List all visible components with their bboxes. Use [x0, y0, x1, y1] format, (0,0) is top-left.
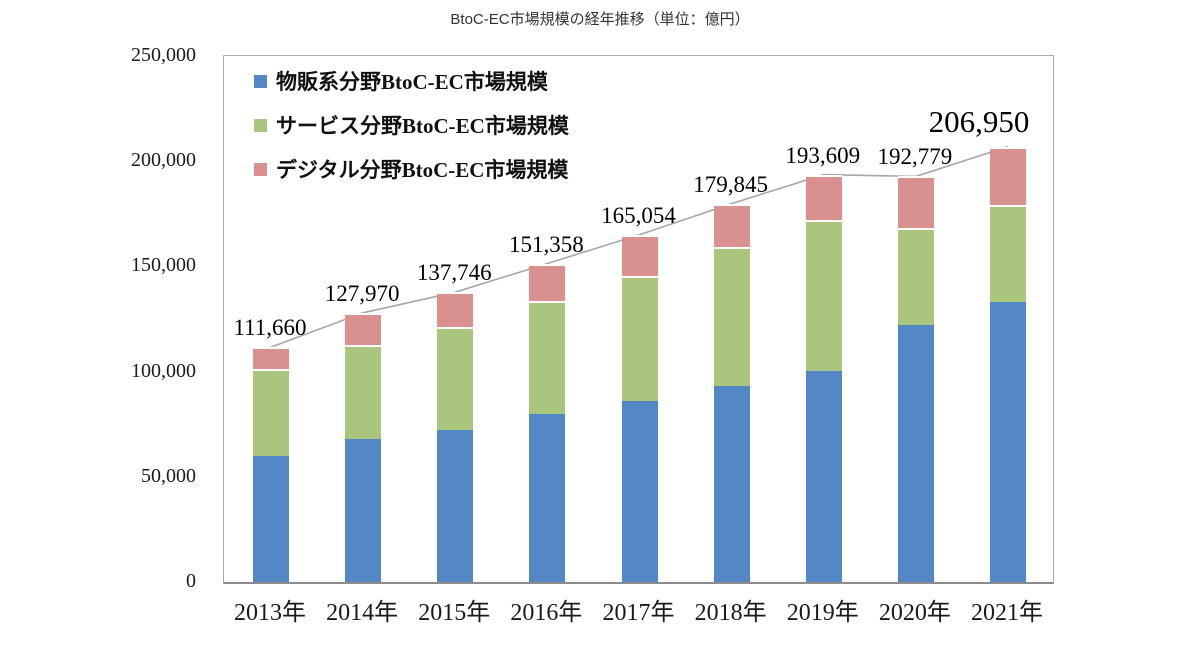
- total-label-2021年: 206,950: [928, 103, 1030, 139]
- y-tick-label: 50,000: [141, 464, 196, 487]
- chart-title: BtoC-EC市場規模の経年推移（単位：億円）: [450, 11, 750, 28]
- y-tick-label: 0: [186, 570, 196, 592]
- bar-segment: [713, 246, 750, 387]
- x-tick-label: 2013年: [234, 600, 306, 626]
- bar-2020年: [897, 176, 934, 582]
- bar-2016年: [529, 263, 566, 582]
- x-tick-label: 2016年: [510, 600, 583, 626]
- y-tick-label: 150,000: [131, 254, 196, 277]
- x-tick-label: 2015年: [418, 600, 491, 626]
- bar-segment: [713, 386, 750, 582]
- bar-segment: [897, 324, 934, 582]
- x-tick-label: 2018年: [694, 600, 767, 626]
- x-tick-label: 2014年: [326, 600, 399, 626]
- bar-segment: [437, 292, 474, 327]
- legend-swatch-service: [254, 118, 267, 132]
- bar-2021年: [990, 146, 1026, 582]
- bar-segment: [805, 219, 842, 371]
- bar-segment: [437, 429, 474, 582]
- bar-segment: [897, 176, 934, 229]
- legend-label-service: サービス分野BtoC-EC市場規模: [276, 114, 569, 138]
- bar-segment: [253, 455, 289, 582]
- bar-segment: [713, 203, 750, 247]
- bar-segment: [621, 275, 658, 402]
- bar-segment: [529, 413, 566, 582]
- legend-swatch-busshan: [254, 74, 267, 88]
- bar-segment: [990, 204, 1026, 303]
- legend-item-digital: デジタル分野BtoC-EC市場規模: [254, 154, 569, 184]
- total-label-2018年: 179,845: [693, 171, 768, 197]
- bar-segment: [990, 302, 1026, 582]
- bar-segment: [805, 370, 842, 582]
- bar-2013年: [253, 347, 289, 582]
- y-tick-label: 200,000: [131, 149, 196, 172]
- total-label-2017年: 165,054: [601, 202, 676, 228]
- bar-segment: [529, 263, 566, 301]
- total-label-2014年: 127,970: [324, 280, 400, 306]
- x-tick-label: 2021年: [971, 600, 1043, 626]
- bar-segment: [529, 300, 566, 414]
- x-tick-label: 2017年: [602, 600, 675, 626]
- y-tick-label: 250,000: [131, 44, 196, 66]
- bar-segment: [437, 326, 474, 430]
- total-label-2013年: 111,660: [233, 315, 307, 341]
- bar-2015年: [437, 292, 474, 582]
- bar-2017年: [621, 234, 658, 582]
- total-label-2016年: 151,358: [509, 231, 584, 257]
- total-label-2015年: 137,746: [416, 260, 492, 286]
- legend-item-service: サービス分野BtoC-EC市場規模: [254, 110, 569, 140]
- bar-2018年: [713, 203, 750, 582]
- legend-swatch-digital: [254, 162, 267, 176]
- legend-label-digital: デジタル分野BtoC-EC市場規模: [276, 158, 569, 182]
- bar-segment: [253, 369, 289, 456]
- bar-2019年: [805, 174, 842, 582]
- y-tick-label: 100,000: [131, 359, 196, 382]
- bar-segment: [990, 146, 1026, 205]
- legend-item-busshan: 物販系分野BtoC-EC市場規模: [254, 66, 569, 96]
- bar-2014年: [345, 312, 382, 582]
- bar-segment: [621, 234, 658, 276]
- legend: 物販系分野BtoC-EC市場規模 サービス分野BtoC-EC市場規模 デジタル分…: [254, 66, 569, 198]
- bar-segment: [345, 344, 382, 439]
- bar-segment: [805, 174, 842, 220]
- total-label-2019年: 193,609: [785, 142, 861, 168]
- bar-segment: [345, 438, 382, 582]
- x-tick-label: 2020年: [878, 600, 951, 626]
- bar-segment: [253, 347, 289, 369]
- bar-segment: [345, 312, 382, 345]
- x-tick-label: 2019年: [786, 600, 859, 626]
- total-label-2020年: 192,779: [877, 144, 953, 170]
- legend-label-busshan: 物販系分野BtoC-EC市場規模: [276, 70, 548, 94]
- bar-segment: [621, 401, 658, 582]
- bar-segment: [897, 228, 934, 325]
- plot-area: 物販系分野BtoC-EC市場規模 サービス分野BtoC-EC市場規模 デジタル分…: [223, 55, 1054, 584]
